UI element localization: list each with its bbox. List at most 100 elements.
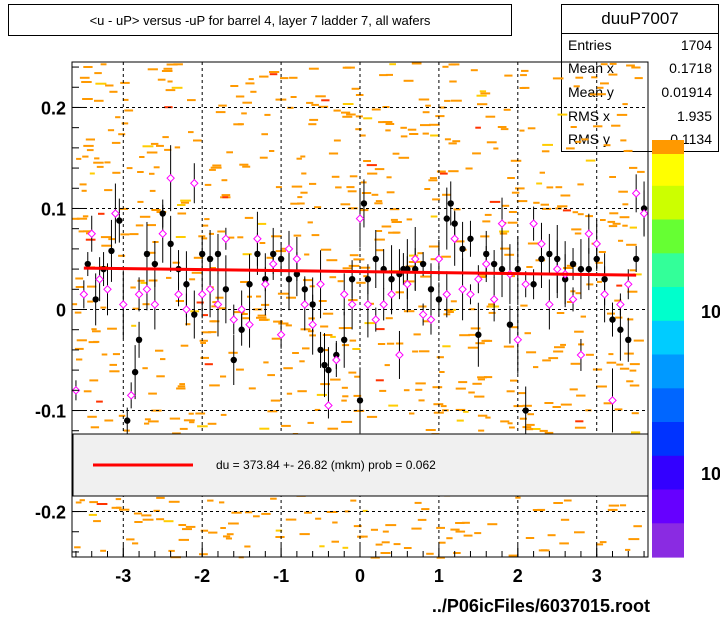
histogram-cell [528,127,536,129]
histogram-cell [223,535,230,537]
histogram-cell [482,220,490,222]
data-point-magenta [459,286,466,293]
histogram-cell [500,233,507,235]
histogram-cell [269,71,279,73]
data-point-black [191,311,197,317]
histogram-cell [520,130,525,132]
data-point-magenta [135,291,142,298]
histogram-cell [451,300,457,302]
histogram-cell [437,356,444,358]
histogram-cell [243,317,251,319]
histogram-cell [292,186,303,188]
data-point-black [286,276,292,282]
histogram-cell [575,141,581,143]
data-point-black [444,215,450,221]
histogram-cell [618,191,628,193]
histogram-cell [154,166,160,168]
histogram-cell [319,545,324,547]
histogram-cell [267,374,275,376]
histogram-cell [419,350,430,352]
histogram-cell [540,430,548,432]
data-point-magenta [514,336,521,343]
data-point-black [586,266,592,272]
data-point-magenta [120,301,127,308]
histogram-cell [237,236,243,238]
histogram-cell [376,200,382,202]
histogram-cell [575,420,583,422]
histogram-cell [361,267,371,269]
histogram-cell [315,518,321,520]
data-point-black [183,281,189,287]
histogram-cell [447,311,454,313]
histogram-cell [83,215,88,217]
data-point-magenta [585,230,592,237]
data-point-magenta [309,321,316,328]
histogram-cell [411,528,421,530]
histogram-cell [249,78,254,80]
histogram-cell [574,85,580,87]
data-point-black [515,266,521,272]
histogram-cell [197,302,204,304]
histogram-cell [300,192,307,194]
histogram-cell [573,211,579,213]
data-point-magenta [128,392,135,399]
histogram-cell [601,63,608,65]
histogram-cell [439,371,445,373]
histogram-cell [356,115,363,117]
histogram-cell [221,414,227,416]
histogram-cell [170,418,180,420]
histogram-cell [561,519,569,521]
histogram-cell [259,428,269,430]
histogram-cell [108,129,114,131]
histogram-cell [348,372,356,374]
data-point-magenta [341,291,348,298]
data-point-black [436,296,442,302]
histogram-cell [164,68,173,70]
histogram-cell [289,77,297,79]
histogram-cell [75,278,83,280]
histogram-cell [409,133,418,135]
histogram-cell [96,401,103,403]
histogram-cell [404,389,410,391]
histogram-cell [525,428,533,430]
data-point-magenta [246,321,253,328]
histogram-cell [570,388,578,390]
histogram-cell [350,175,358,177]
data-point-magenta [617,301,624,308]
histogram-cell [462,522,470,524]
histogram-cell [281,425,291,427]
histogram-cell [122,122,129,124]
histogram-cell [477,95,487,97]
histogram-cell [259,76,268,78]
histogram-cell [560,344,566,346]
histogram-cell [382,226,392,228]
histogram-cell [140,216,150,218]
data-point-magenta [333,356,340,363]
data-point-black [420,261,426,267]
histogram-cell [387,343,394,345]
histogram-cell [82,156,88,158]
histogram-cell [90,173,95,175]
histogram-cell [95,83,106,85]
histogram-cell [343,547,349,549]
histogram-cell [586,283,593,285]
histogram-cell [600,219,606,221]
histogram-cell [326,259,337,261]
histogram-cell [486,116,496,118]
histogram-cell [143,519,154,521]
histogram-cell [350,500,356,502]
histogram-cell [509,211,517,213]
histogram-cell [82,190,87,192]
data-point-magenta [222,235,229,242]
histogram-cell [637,171,645,173]
histogram-cell [228,352,237,354]
histogram-cell [394,543,401,545]
histogram-cell [578,213,584,215]
histogram-cell [271,235,282,237]
histogram-cell [93,341,99,343]
histogram-cell [346,186,354,188]
histogram-cell [449,142,457,144]
histogram-cell [104,420,113,422]
histogram-cell [141,514,151,516]
histogram-cell [542,144,553,146]
